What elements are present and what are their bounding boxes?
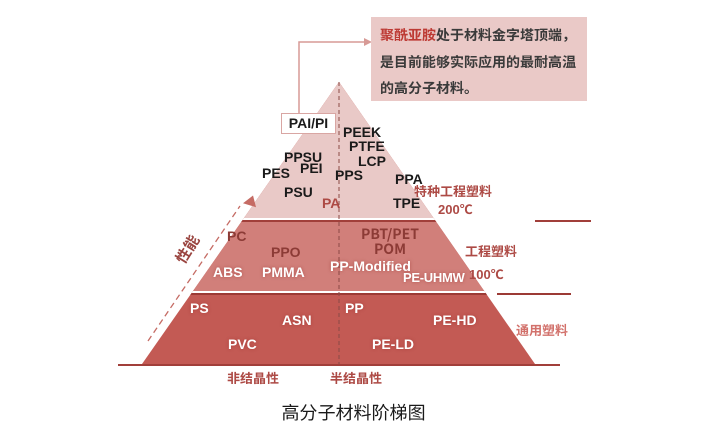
svg-text:性能: 性能 bbox=[170, 231, 204, 268]
